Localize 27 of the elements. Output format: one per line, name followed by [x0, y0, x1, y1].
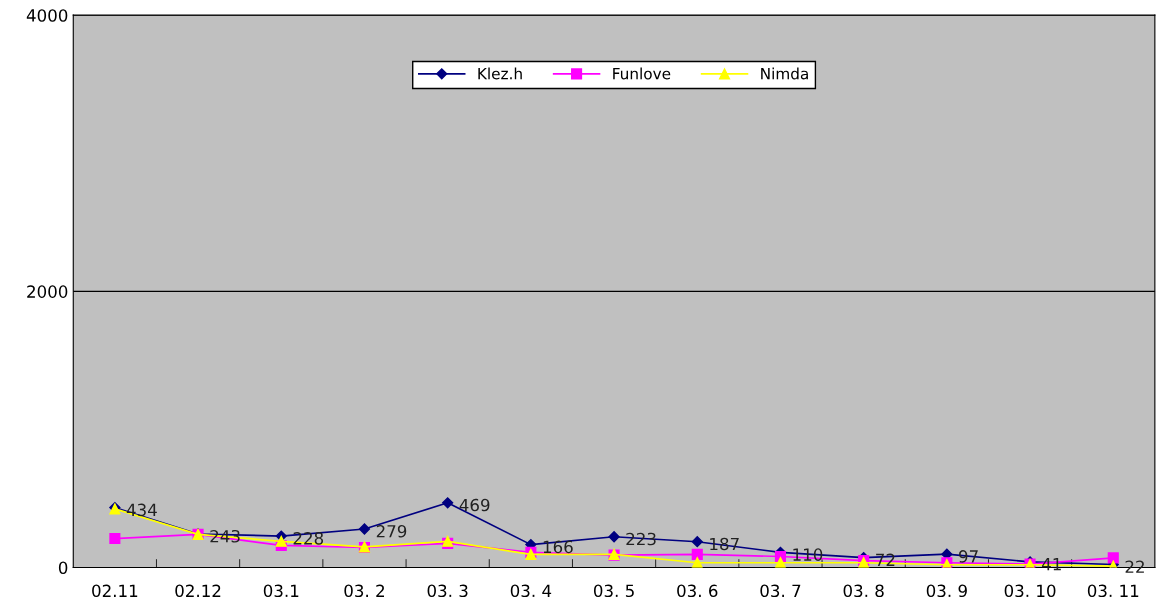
x-tick-label: 03. 3 [427, 584, 468, 598]
x-tick-label: 03. 8 [843, 584, 884, 598]
data-label: 228 [293, 532, 324, 545]
data-label: 469 [459, 498, 490, 512]
data-label: 434 [126, 503, 157, 517]
data-label: 279 [376, 524, 407, 538]
x-tick-label: 03. 7 [760, 584, 801, 598]
legend-label: Funlove [613, 67, 671, 80]
data-label: 243 [210, 529, 240, 543]
x-tick-label: 03.1 [263, 584, 299, 598]
data-label: 72 [876, 553, 895, 566]
legend-label: Nimda [761, 67, 808, 80]
x-tick-label: 03. 2 [344, 584, 384, 598]
x-tick-label: 03. 11 [1087, 584, 1139, 598]
x-tick-label: 03. 4 [510, 584, 552, 598]
data-label: 166 [543, 540, 573, 554]
legend-label: Klez.h [478, 67, 522, 80]
y-tick-label: 2000 [27, 285, 68, 298]
x-tick-label: 02.12 [175, 584, 221, 598]
y-tick-label: 0 [58, 561, 68, 575]
y-tick-label: 4000 [26, 9, 68, 22]
data-label: 41 [1041, 558, 1061, 571]
x-tick-label: 02.11 [92, 584, 138, 598]
x-tick-label: 03. 6 [677, 584, 718, 598]
x-tick-label: 03. 5 [593, 584, 634, 598]
x-tick-label: 03. 9 [926, 584, 967, 598]
x-tick-label: 03. 10 [1004, 584, 1056, 598]
